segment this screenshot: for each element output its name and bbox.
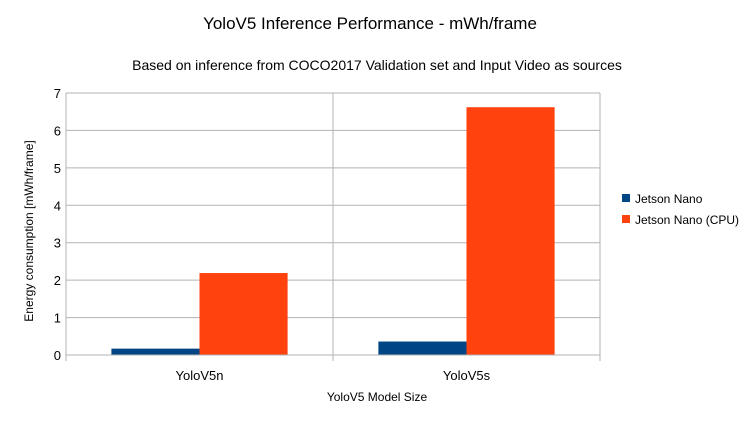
x-tick-label: YoloV5n — [176, 368, 224, 383]
y-axis-label: Energy consumption [mWh/frame] — [22, 140, 36, 321]
legend-label: Jetson Nano (CPU) — [635, 213, 739, 227]
y-tick-label: 2 — [54, 273, 61, 288]
legend-label: Jetson Nano — [635, 192, 703, 206]
y-tick-label: 7 — [54, 86, 61, 101]
y-tick-label: 4 — [54, 198, 61, 213]
chart-subtitle: Based on inference from COCO2017 Validat… — [132, 57, 622, 73]
legend: Jetson Nano Jetson Nano (CPU) — [622, 192, 739, 227]
bar — [378, 341, 467, 355]
plot-area: 0 1 2 3 4 5 6 7 YoloV5n YoloV5s — [54, 86, 601, 383]
y-tick-label: 6 — [54, 123, 61, 138]
legend-swatch — [622, 215, 630, 223]
x-axis-label: YoloV5 Model Size — [327, 390, 428, 404]
chart-title: YoloV5 Inference Performance - mWh/frame — [203, 14, 537, 33]
y-tick-label: 3 — [54, 236, 61, 251]
y-tick-label: 5 — [54, 161, 61, 176]
bar — [111, 348, 200, 355]
x-tick-label: YoloV5s — [443, 368, 491, 383]
legend-swatch — [622, 194, 630, 202]
bar — [466, 107, 555, 355]
bar — [199, 273, 288, 355]
y-tick-label: 1 — [54, 311, 61, 326]
y-tick-label: 0 — [54, 348, 61, 363]
